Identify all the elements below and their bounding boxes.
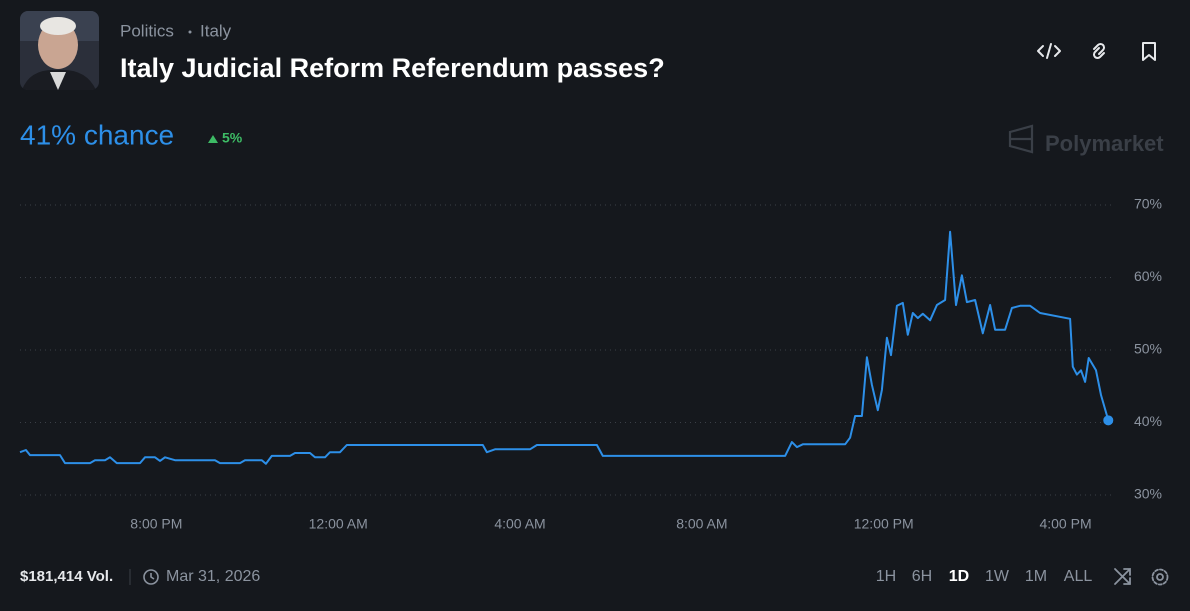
range-button[interactable]: ALL <box>1064 568 1093 585</box>
x-tick-label: 12:00 AM <box>309 516 368 532</box>
link-button[interactable] <box>1092 42 1106 60</box>
brand: Polymarket <box>1045 131 1164 156</box>
market-title: Italy Judicial Reform Referendum passes? <box>120 53 665 83</box>
brand-logo <box>1008 124 1034 154</box>
x-tick-label: 12:00 PM <box>854 516 914 532</box>
chance: 41% chance <box>20 119 174 150</box>
y-tick-label: 70% <box>1134 196 1162 212</box>
date: Mar 31, 2026 <box>166 568 260 585</box>
settings-button[interactable] <box>1151 568 1169 586</box>
clock-icon <box>143 569 159 585</box>
range-button[interactable]: 1W <box>985 568 1010 585</box>
y-tick-label: 60% <box>1134 268 1162 284</box>
volume: $181,414 Vol. <box>20 568 113 585</box>
shuffle-button[interactable] <box>1114 568 1131 585</box>
x-tick-label: 8:00 AM <box>676 516 727 532</box>
embed-button[interactable] <box>1037 43 1061 59</box>
range-button[interactable]: 1M <box>1025 568 1047 585</box>
change: 5% <box>222 130 243 146</box>
y-tick-label: 30% <box>1134 486 1162 502</box>
price-line <box>19 230 1110 465</box>
x-tick-label: 4:00 PM <box>1039 516 1091 532</box>
separator <box>188 30 192 34</box>
x-tick-label: 8:00 PM <box>130 516 182 532</box>
thumbnail <box>20 11 99 90</box>
category[interactable]: Italy <box>200 21 232 40</box>
range-button[interactable]: 1H <box>876 568 896 585</box>
y-tick-label: 40% <box>1134 413 1162 429</box>
last-point <box>1103 415 1114 426</box>
range-button[interactable]: 1D <box>949 568 969 585</box>
change-arrow <box>208 135 218 143</box>
category[interactable]: Politics <box>120 21 174 40</box>
bookmark-button[interactable] <box>1142 42 1156 61</box>
range-button[interactable]: 6H <box>912 568 932 585</box>
y-tick-label: 50% <box>1134 341 1162 357</box>
x-tick-label: 4:00 AM <box>494 516 545 532</box>
